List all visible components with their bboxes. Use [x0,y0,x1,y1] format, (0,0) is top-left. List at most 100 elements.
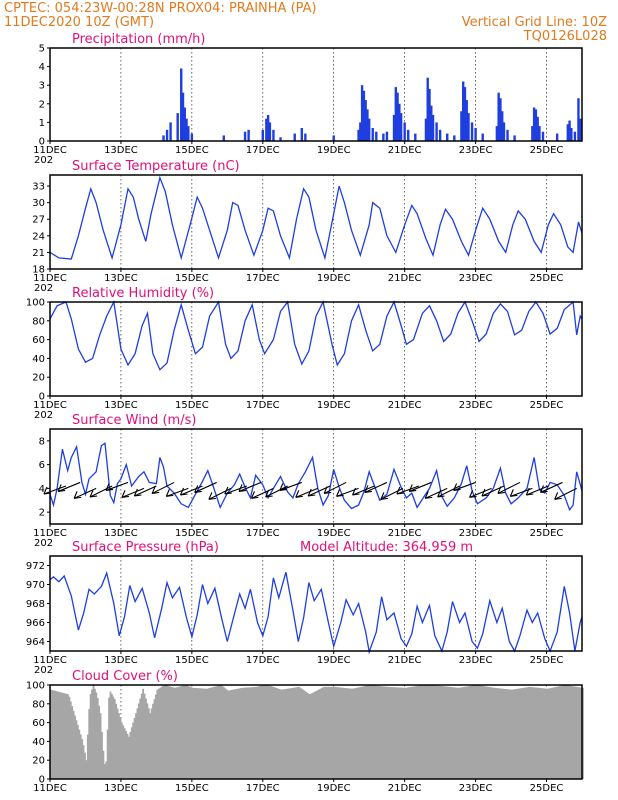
panel-0: 0 1 2 3 4 5 11DEC 13DEC 15DEC 17DEC 19DEC 21DEC 23DE… [33,32,583,166]
wind-arrow-head-a [265,495,273,498]
cloud-bar [206,688,208,779]
cloud-bar [318,689,320,779]
cloud-bar [577,687,580,779]
cloud-bar [518,688,520,779]
cloud-bar [576,686,579,779]
cloud-bar [492,687,495,779]
wind-arrow-head-a [279,488,287,491]
cloud-bar [339,687,342,779]
cloud-bar [186,685,189,779]
wind-arrow-shaft [396,485,420,495]
y-tick-label: 80 [32,699,45,710]
wind-arrow-head-a [364,490,373,493]
cloud-bar [567,685,570,779]
cloud-bar [391,687,394,779]
cloud-bar [522,687,525,779]
wind-arrow-head-b [89,489,94,498]
wind-arrow [151,481,175,494]
precip-bar [300,127,304,141]
precip-bar [366,109,369,141]
precip-bar [506,129,509,141]
wind-arrow-head-b [469,490,474,498]
cloud-bar [520,688,523,779]
cloud-bar [488,687,491,779]
cloud-bar [423,685,425,779]
x-tick-label: 21DEC [388,273,422,284]
wind-arrow [539,481,563,493]
cloud-bar [105,761,108,779]
panel-title: Surface Wind (m/s) [72,413,196,428]
cloud-bar [262,685,265,779]
panel-4: 964 966 968 970 972 11DEC 13DEC 15DEC 17DEC 19DEC… [26,540,583,676]
cloud-bar [538,687,540,779]
wind-arrow-head-a [497,491,506,494]
y-tick-label: 4 [39,484,45,495]
wind-arrow-head-b [509,489,514,497]
y-tick-label: 40 [32,737,45,748]
cloud-bar [372,685,374,779]
cloud-bar [379,686,381,779]
cloud-bar [441,686,444,779]
cloud-bar [467,686,469,779]
wind-arrow [89,485,113,498]
wind-arrow-head-a [324,491,332,494]
cloud-bar [319,688,322,779]
wind-arrow-shaft [73,487,97,499]
wind-arrow-shaft [364,481,388,493]
cloud-bar [484,686,486,779]
cloud-bar [532,687,535,779]
header-model-id: TQ0126L028 [523,29,607,44]
wind-arrow-head-a [481,494,490,497]
precip-bar [435,122,438,141]
cloud-bar [366,685,369,779]
cloud-bar [248,687,251,779]
precip-bar [426,77,429,141]
precip-bar [541,131,545,141]
cloud-bar [364,685,367,779]
wind-arrow-shaft [251,487,274,499]
cloud-bar [573,686,576,779]
cloud-bar [275,687,278,779]
cloud-bar [187,686,190,779]
x-tick-label: 11DEC [33,273,67,284]
cloud-bar [102,750,105,779]
cloud-bar [264,685,267,779]
wind-arrow [180,485,203,496]
cloud-bar [555,686,557,779]
cloud-bar [233,689,235,779]
x-tick-label: 19DEC [317,655,351,666]
panel-title: Surface Pressure (hPa) [72,540,219,555]
x-tick-label: 19DEC [317,528,351,539]
wind-arrow-head-a [74,496,82,499]
y-tick-label: 8 [39,436,45,447]
cloud-bar [502,688,505,779]
wind-arrow [295,487,318,498]
cloud-bar [383,686,386,779]
wind-arrow-head-a [180,493,188,496]
cloud-bar [140,693,143,779]
cloud-bar [162,685,164,779]
cloud-bar [223,687,225,779]
cloud-bar [401,687,404,779]
precip-bar [460,111,463,141]
cloud-bar [231,689,234,779]
cloud-bar [435,685,438,779]
precip-bar [371,127,374,141]
series-line [49,299,583,371]
wind-arrow [396,485,420,495]
wind-arrow-head-a [409,489,417,492]
cloud-bar [390,687,393,779]
x-tick-label: 17DEC [246,145,280,156]
precip-bar [247,129,250,141]
cloud-bar [65,693,68,779]
wind-arrow-head-a [194,490,202,493]
y-tick-label: 966 [26,618,45,629]
cloud-bar [96,698,99,779]
wind-arrow [279,481,303,491]
cloud-bar [328,686,330,779]
x-tick-label: 13DEC [104,273,138,284]
wind-arrow-shaft [238,481,262,492]
x-tick-label: 23DEC [459,528,493,539]
x-tick-label: 15DEC [175,528,209,539]
cloud-bar [472,685,475,779]
